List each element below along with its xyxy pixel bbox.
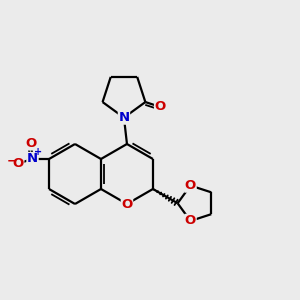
Text: O: O — [13, 157, 24, 170]
Text: −: − — [6, 154, 17, 168]
Text: O: O — [154, 100, 166, 113]
Text: O: O — [121, 197, 133, 211]
Text: +: + — [34, 147, 42, 158]
Text: O: O — [26, 137, 37, 150]
Text: O: O — [185, 179, 196, 192]
Text: O: O — [185, 214, 196, 227]
Text: N: N — [27, 152, 38, 166]
Text: N: N — [118, 111, 130, 124]
